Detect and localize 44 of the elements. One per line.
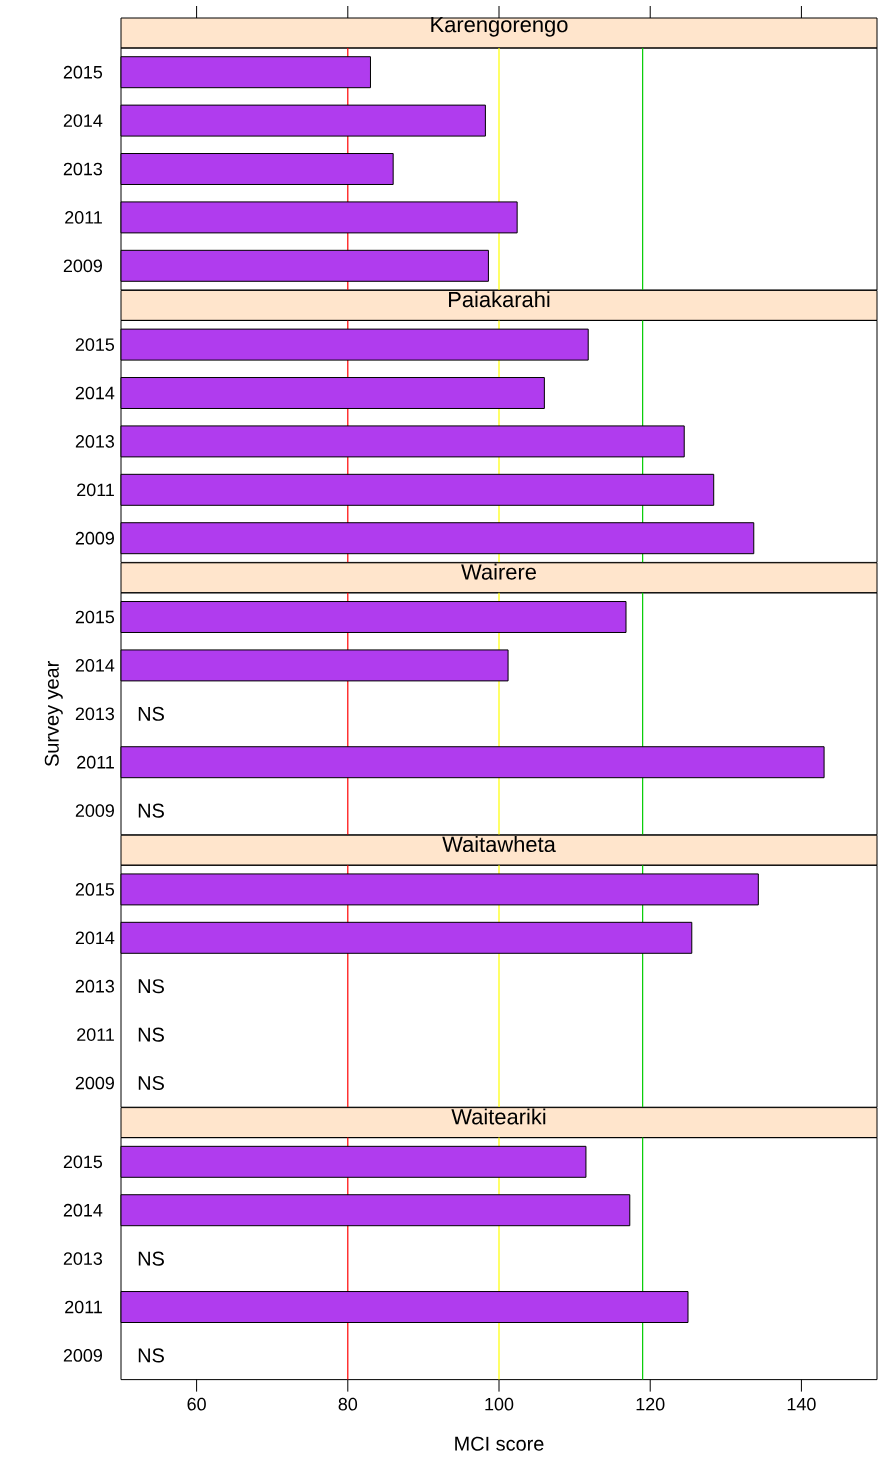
y-tick-label: 2015 [75, 883, 115, 896]
y-tick-label: 2015 [63, 1155, 103, 1169]
y-tick-label: 2011 [65, 1300, 102, 1314]
y-tick-label: 2009 [63, 259, 102, 273]
y-tick-label: 2013 [63, 1252, 103, 1265]
y-tick-label: 2014 [63, 114, 103, 127]
x-tick-label: 140 [787, 1397, 816, 1411]
chart-title: Wairere [461, 563, 536, 580]
y-tick-label: 2011 [77, 755, 114, 769]
text: NS [138, 1027, 164, 1042]
y-tick-label: 2013 [75, 707, 115, 721]
text: NS [138, 1348, 164, 1363]
x-tick-label: 80 [338, 1397, 358, 1411]
y-tick-label: 2009 [63, 1349, 102, 1362]
y-tick-label: 2013 [63, 162, 103, 176]
x-tick-label: 60 [187, 1397, 206, 1411]
text: NS [138, 706, 164, 721]
y-tick-label: 2009 [75, 1076, 114, 1090]
y-tick-label: 2011 [65, 211, 102, 224]
chart-title: Paiakarahi [449, 291, 550, 308]
y-tick-label: 2011 [77, 483, 114, 497]
y-tick-label: 2013 [75, 435, 115, 448]
chart-title: Karengorengo [431, 17, 568, 37]
text: NS [138, 1251, 164, 1266]
y-tick-label: 2015 [75, 338, 115, 351]
text: NS [138, 803, 164, 818]
text: NS [138, 1075, 164, 1091]
y-tick-label: 2009 [75, 804, 114, 817]
chart-title: Waiteariki [451, 1108, 546, 1125]
y-tick-label: 2015 [63, 65, 103, 79]
y-tick-label: 2011 [77, 1028, 114, 1041]
x-tick-label: 100 [485, 1397, 514, 1411]
y-tick-label: 2015 [75, 610, 115, 624]
y-tick-label: 2014 [63, 1203, 103, 1217]
x-tick-label: 120 [636, 1397, 665, 1411]
y-tick-label: 2014 [75, 386, 115, 400]
text: NS [138, 979, 164, 994]
y-tick-label: 2014 [75, 931, 115, 945]
y-tick-label: 2013 [75, 979, 115, 993]
x-axis-title: MCI score [455, 1436, 544, 1451]
y-tick-label: 2009 [75, 531, 114, 545]
chart-title: Waitawheta [442, 835, 556, 853]
y-axis-title: Survey year [44, 661, 63, 767]
y-tick-label: 2014 [75, 659, 115, 672]
